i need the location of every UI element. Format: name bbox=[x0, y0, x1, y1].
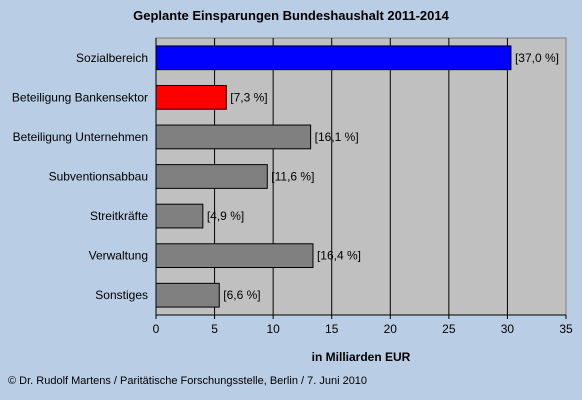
category-label: Beteiligung Bankensektor bbox=[12, 90, 148, 104]
bar bbox=[155, 164, 268, 189]
category-label: Streitkräfte bbox=[90, 209, 148, 223]
category-label: Beteiligung Unternehmen bbox=[13, 130, 148, 144]
x-axis: 0 5 10 15 20 25 30 35 bbox=[153, 38, 573, 336]
x-tick-label: 35 bbox=[559, 322, 573, 336]
data-label: [4,9 %] bbox=[207, 209, 244, 223]
data-label: [11,6 %] bbox=[271, 170, 314, 184]
bars bbox=[155, 45, 512, 308]
category-labels: Sozialbereich Beteiligung Bankensektor Bet… bbox=[12, 51, 148, 302]
bar bbox=[155, 84, 227, 110]
footer-credit: © Dr. Rudolf Martens / Paritätische Fors… bbox=[8, 375, 368, 387]
data-label: [16,1 %] bbox=[315, 130, 359, 144]
x-axis-title: in Milliarden EUR bbox=[311, 350, 411, 364]
bar bbox=[155, 243, 314, 269]
bar bbox=[155, 45, 512, 71]
bar bbox=[155, 124, 312, 150]
bar bbox=[155, 282, 220, 308]
data-label: [37,0 %] bbox=[515, 51, 559, 65]
chart-title: Geplante Einsparungen Bundeshaushalt 201… bbox=[133, 8, 449, 23]
data-labels: [37,0 %] [7,3 %] [16,1 %] [11,6 %] [4,9 %] [1… bbox=[207, 51, 559, 302]
bar bbox=[155, 203, 204, 229]
x-tick-label: 5 bbox=[211, 322, 218, 336]
x-tick-label: 30 bbox=[501, 322, 515, 336]
data-label: [6,6 %] bbox=[223, 288, 260, 302]
category-label: Sozialbereich bbox=[76, 51, 148, 65]
x-tick-label: 20 bbox=[384, 322, 398, 336]
data-label: [16,4 %] bbox=[317, 249, 361, 263]
x-tick-label: 25 bbox=[442, 322, 456, 336]
category-label: Verwaltung bbox=[89, 249, 148, 263]
category-label: Subventionsabbau bbox=[49, 170, 148, 184]
x-tick-label: 10 bbox=[266, 322, 280, 336]
x-tick-label: 15 bbox=[325, 322, 339, 336]
x-tick-label: 0 bbox=[153, 322, 160, 336]
category-label: Sonstiges bbox=[95, 288, 148, 302]
data-label: [7,3 %] bbox=[230, 90, 267, 104]
